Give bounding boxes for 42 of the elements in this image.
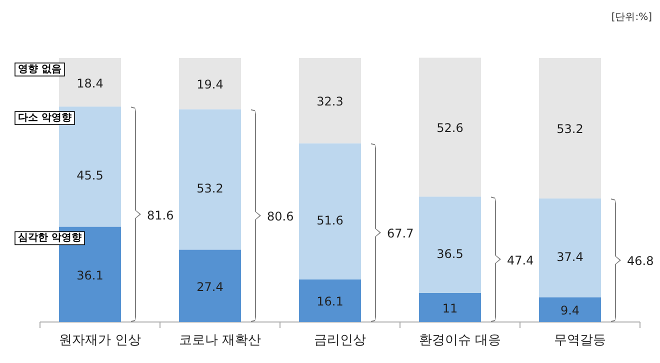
data-label: 19.4 <box>196 78 224 92</box>
data-label: 52.6 <box>436 121 464 136</box>
data-label: 11 <box>442 301 458 316</box>
bar <box>299 279 361 322</box>
series-label: 심각한 악영향 <box>18 232 82 244</box>
data-label: 27.4 <box>196 280 224 294</box>
bar <box>539 58 601 198</box>
data-label: 53.2 <box>556 122 584 136</box>
series-label: 영향 없음 <box>18 64 62 75</box>
data-label: 53.2 <box>196 181 224 196</box>
x-tick-label: 환경이슈 대응 <box>418 333 502 348</box>
bar <box>179 250 241 322</box>
annotation: 81.6 <box>147 208 174 222</box>
x-tick-label: 금리인상 <box>314 333 366 348</box>
bar <box>539 297 601 322</box>
x-tick-label: 코로나 재확산 <box>178 333 262 348</box>
data-label: 18.4 <box>76 76 104 90</box>
bar <box>299 143 361 280</box>
data-label: 36.1 <box>76 268 104 282</box>
annotation: 80.6 <box>267 210 294 224</box>
data-label: 37.4 <box>556 250 584 264</box>
annotation: 46.8 <box>627 254 654 268</box>
bar <box>539 198 601 298</box>
data-label: 9.4 <box>560 304 580 318</box>
text: [단위:%] <box>611 12 652 23</box>
series-label: 다소 악영향 <box>18 112 72 124</box>
data-label: 36.5 <box>436 246 464 261</box>
bar <box>179 58 241 110</box>
x-tick-label: 무역갈등 <box>554 333 606 348</box>
data-label: 45.5 <box>76 168 104 183</box>
annotation: 67.7 <box>387 226 414 241</box>
data-label: 16.1 <box>316 294 344 309</box>
bar <box>419 292 481 322</box>
data-label: 32.3 <box>316 94 344 109</box>
x-tick-label: 원자재가 인상 <box>58 333 142 348</box>
data-label: 51.6 <box>316 213 344 228</box>
bar <box>299 58 361 144</box>
bar <box>419 58 481 197</box>
bar <box>179 109 241 250</box>
bar <box>59 58 121 107</box>
annotation: 47.4 <box>507 253 534 268</box>
bar <box>419 196 481 293</box>
